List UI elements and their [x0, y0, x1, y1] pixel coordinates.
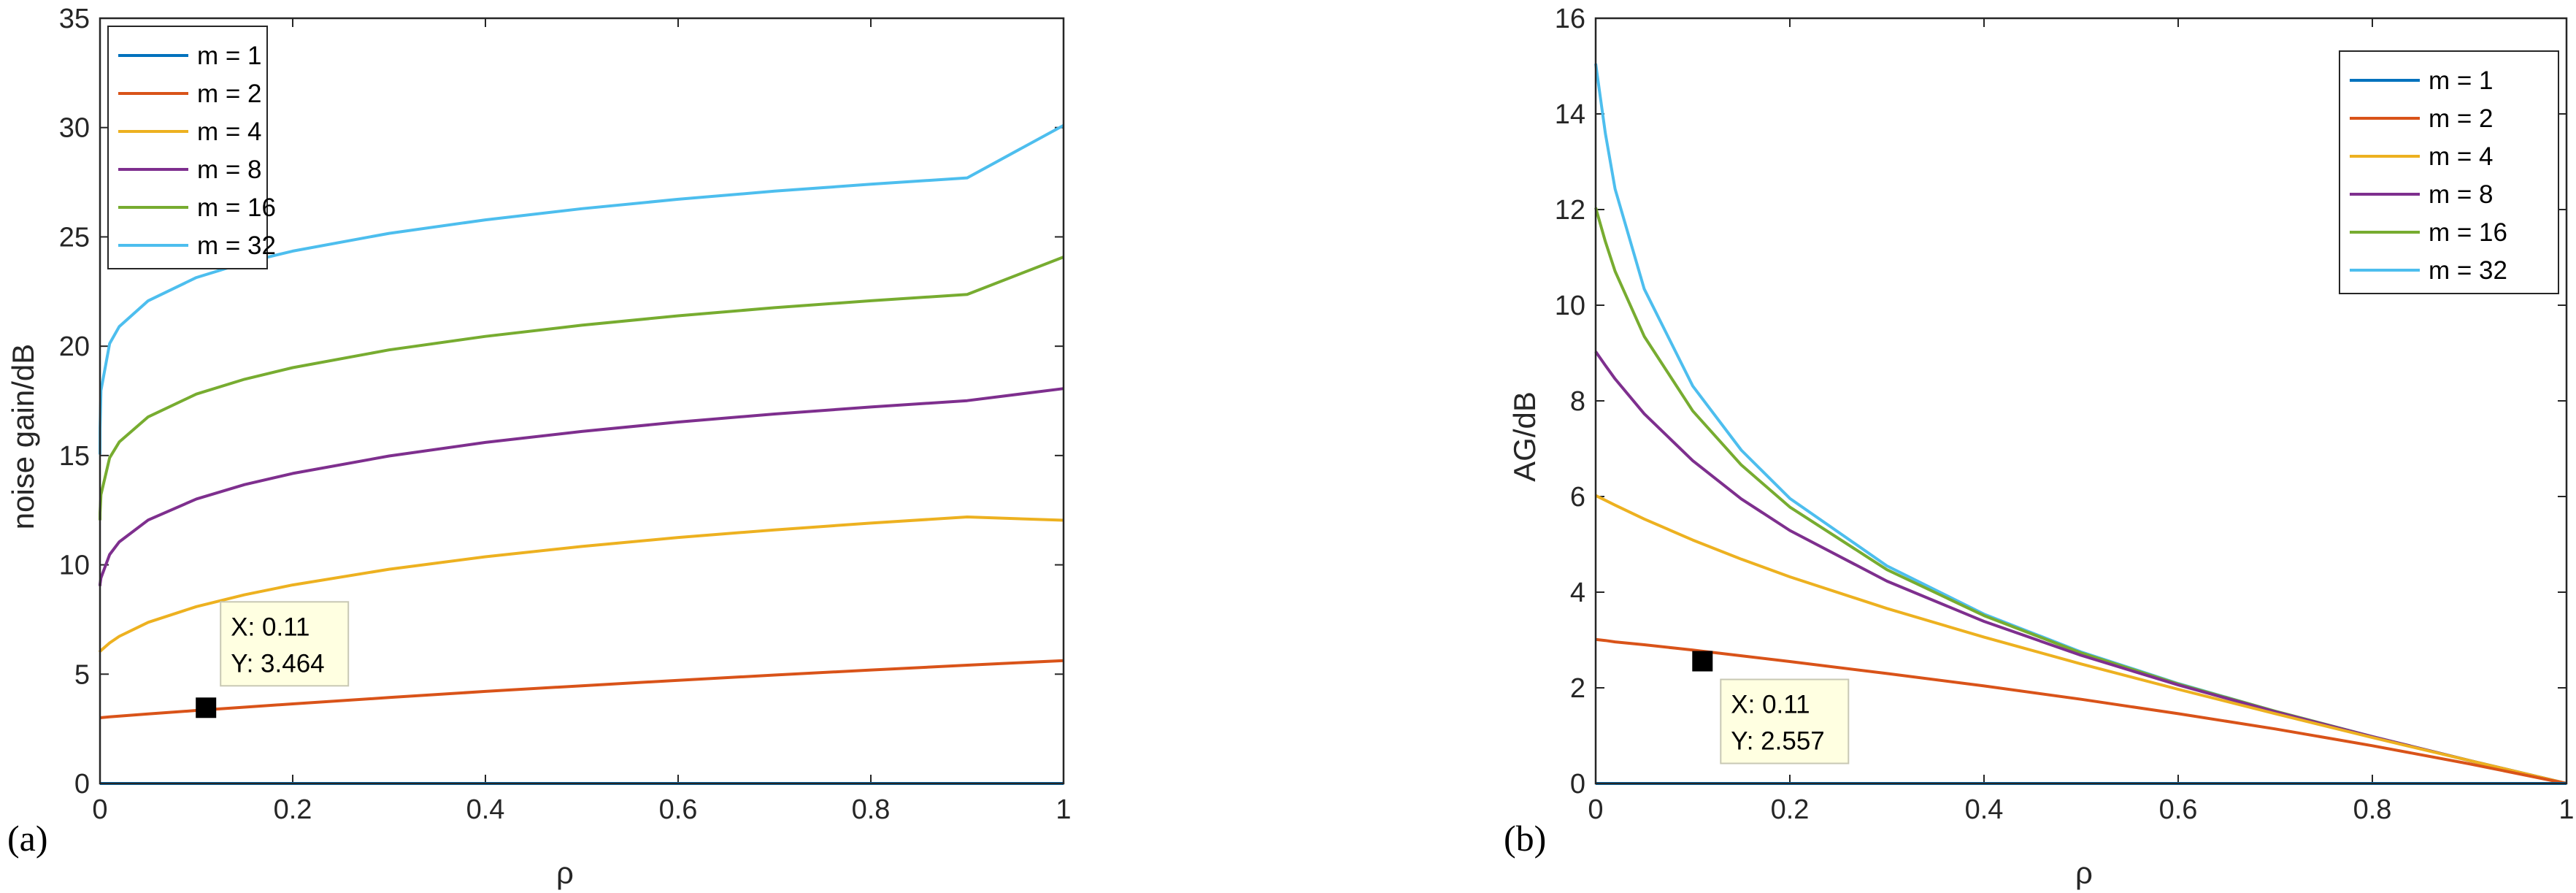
y-tick-label: 10 — [59, 551, 90, 581]
legend-label: m = 4 — [197, 118, 262, 146]
series-line-m-4 — [1595, 494, 2567, 785]
y-tick-label: 0 — [74, 769, 90, 800]
legend-label: m = 2 — [197, 80, 262, 108]
datatip-marker[interactable] — [1692, 651, 1713, 672]
y-tick-label: 15 — [59, 441, 90, 472]
series-line-m-8 — [99, 387, 1064, 586]
y-tick-label: 2 — [1570, 673, 1585, 704]
y-tick-label: 14 — [1555, 99, 1585, 130]
x-axis-label: ρ — [2075, 856, 2093, 890]
x-tick-label: 0.6 — [2159, 794, 2198, 825]
x-tick-label: 0.6 — [659, 794, 698, 825]
datatip-x: X: 0.11 — [1731, 691, 1810, 719]
legend-label: m = 8 — [197, 156, 262, 184]
x-tick-label: 0.2 — [1771, 794, 1810, 825]
y-tick-label: 30 — [59, 113, 90, 144]
series-line-m-4 — [99, 516, 1064, 654]
y-axis-label: AG/dB — [1507, 391, 1542, 482]
y-tick-label: 12 — [1555, 195, 1585, 226]
y-tick-label: 4 — [1570, 578, 1585, 608]
y-axis-label: noise gain/dB — [6, 344, 40, 530]
series-line-m-32 — [99, 123, 1064, 455]
x-tick-label: 0.8 — [852, 794, 891, 825]
x-tick-label: 0.4 — [1965, 794, 2004, 825]
datatip-marker[interactable] — [196, 697, 217, 718]
legend-box — [107, 26, 268, 269]
legend-label: m = 16 — [197, 193, 276, 222]
legend-label: m = 32 — [197, 231, 276, 260]
y-tick-label: 6 — [1570, 482, 1585, 513]
panel-label-a: (a) — [7, 818, 48, 859]
x-tick-label: 1 — [1056, 794, 1071, 825]
datatip-box — [220, 601, 350, 687]
y-tick-label: 35 — [59, 4, 90, 34]
datatip-y: Y: 2.557 — [1731, 727, 1824, 756]
y-tick-label: 8 — [1570, 386, 1585, 417]
legend-label: m = 32 — [2429, 256, 2507, 285]
panel-label-b: (b) — [1504, 818, 1546, 859]
x-tick-label: 0.4 — [466, 794, 505, 825]
datatip-x: X: 0.11 — [231, 613, 309, 641]
chart-ag: (b) AG/dB ρ 0 0.2 0.4 0.6 0.8 10246810121416 … — [1504, 4, 2575, 890]
x-tick-label: 0.2 — [274, 794, 312, 825]
x-axis-label: ρ — [556, 856, 574, 890]
legend-label: m = 8 — [2429, 180, 2494, 209]
series-line-m-2 — [1595, 637, 2567, 785]
y-tick-label: 25 — [59, 222, 90, 253]
series-line-m-16 — [99, 256, 1064, 521]
x-tick-label: 0 — [92, 794, 107, 825]
legend-label: m = 1 — [197, 42, 262, 70]
x-tick-label: 0.8 — [2353, 794, 2392, 825]
legend-box — [2339, 50, 2559, 294]
datatip-y: Y: 3.464 — [231, 649, 324, 678]
x-tick-label: 1 — [2558, 794, 2574, 825]
legend-label: m = 1 — [2429, 66, 2494, 95]
chart-noise-gain: (a) noise gain/dB ρ 0 0.2 0.4 0.6 0.8 1051015… — [6, 4, 1072, 890]
y-tick-label: 5 — [74, 659, 90, 690]
datatip-box — [1720, 678, 1850, 764]
y-tick-label: 20 — [59, 331, 90, 362]
y-tick-label: 10 — [1555, 291, 1585, 321]
y-tick-label: 16 — [1555, 4, 1585, 34]
plot-frame — [1594, 17, 2568, 785]
legend-label: m = 2 — [2429, 104, 2494, 133]
y-tick-label: 0 — [1570, 769, 1585, 800]
legend-label: m = 16 — [2429, 218, 2507, 247]
plot-frame — [99, 17, 1065, 785]
x-tick-label: 0 — [1588, 794, 1603, 825]
legend-label: m = 4 — [2429, 142, 2494, 171]
series-line-m-2 — [99, 659, 1064, 719]
